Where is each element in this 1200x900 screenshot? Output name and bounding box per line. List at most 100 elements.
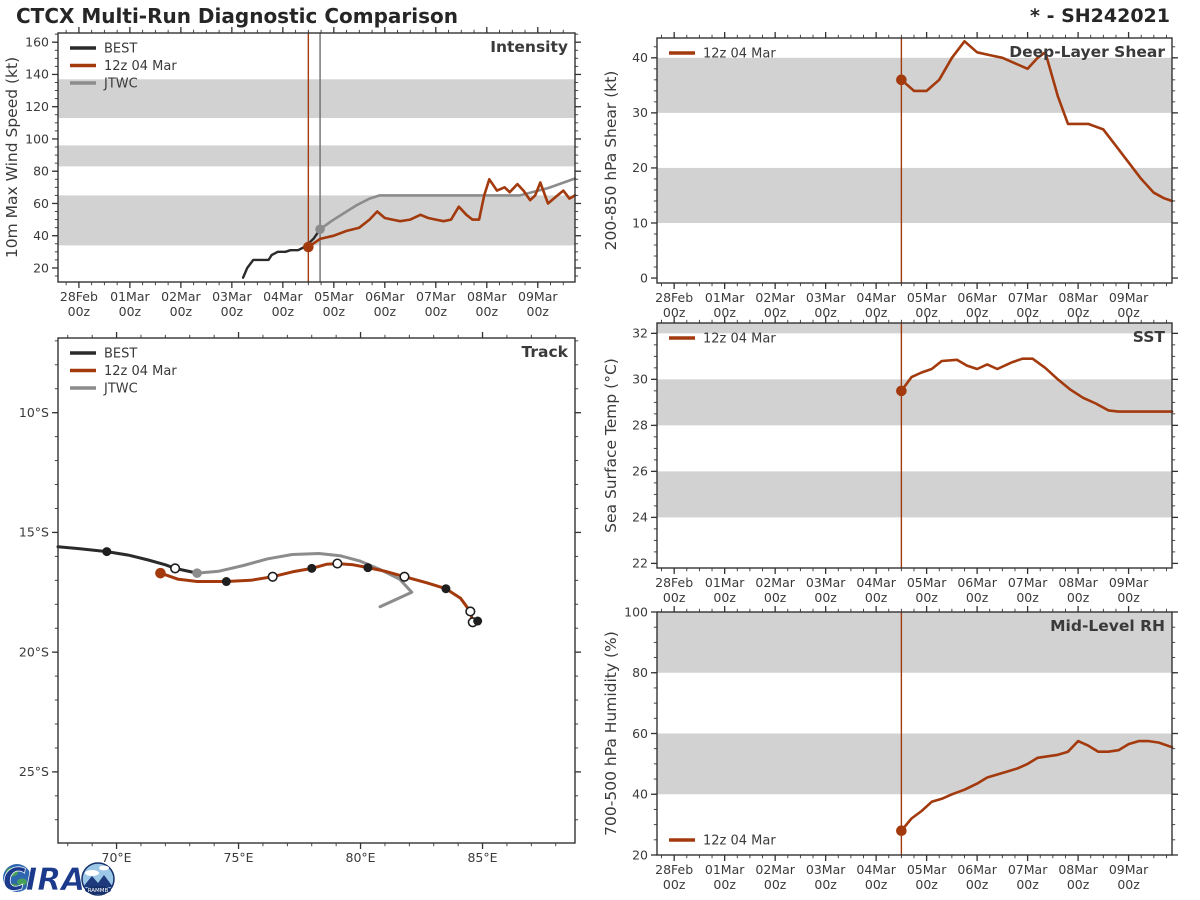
track-legend-label: 12z 04 Mar: [104, 364, 177, 379]
rh-panel: 28Feb00z01Mar00z02Mar00z03Mar00z04Mar00z…: [602, 604, 1178, 892]
rh-ytick-label: 40: [632, 787, 648, 802]
track-xtick-label: 85°E: [467, 850, 497, 865]
sst-xtick-label: 28Feb: [655, 575, 693, 590]
intensity-band: [58, 195, 575, 246]
intensity-marker-model: [303, 241, 314, 253]
sst-xtick-label: 03Mar: [806, 575, 846, 590]
intensity-xtick-label: 08Mar: [467, 289, 507, 304]
intensity-xtick-sublabel: 00z: [527, 304, 550, 319]
shear-ytick-label: 40: [632, 50, 648, 65]
rammb-badge-icon: RAMMB: [81, 862, 115, 896]
intensity-xtick-sublabel: 00z: [374, 304, 397, 319]
track-marker-open: [399, 571, 410, 582]
sst-band: [657, 471, 1172, 518]
rh-xtick-sublabel: 00z: [966, 877, 989, 892]
intensity-legend-label: JTWC: [103, 77, 138, 92]
intensity-panel: 28Feb00z01Mar00z02Mar00z03Mar00z04Mar00z…: [3, 27, 581, 319]
shear-xtick-sublabel: 00z: [1117, 305, 1140, 320]
sst-xtick-sublabel: 00z: [663, 590, 686, 605]
intensity-xtick-label: 02Mar: [161, 289, 201, 304]
shear-marker-model: [896, 74, 907, 86]
intensity-xtick-label: 03Mar: [212, 289, 252, 304]
page-title: CTCX Multi-Run Diagnostic Comparison: [16, 4, 458, 28]
sst-xtick-label: 09Mar: [1109, 575, 1149, 590]
track-series-jtwc: [195, 552, 414, 609]
track-marker-filled: [307, 563, 317, 573]
rh-xtick-label: 01Mar: [705, 862, 745, 877]
sst-xtick-sublabel: 00z: [814, 590, 837, 605]
shear-xtick-label: 02Mar: [755, 290, 795, 305]
intensity-ytick-label: 80: [33, 164, 49, 179]
track-marker-open: [170, 563, 181, 574]
intensity-xtick-sublabel: 00z: [68, 304, 91, 319]
intensity-axes: 28Feb00z01Mar00z02Mar00z03Mar00z04Mar00z…: [25, 27, 581, 319]
sst-xtick-label: 01Mar: [705, 575, 745, 590]
rh-xtick-sublabel: 00z: [1117, 877, 1140, 892]
rh-xtick-label: 03Mar: [806, 862, 846, 877]
intensity-xtick-label: 09Mar: [518, 289, 558, 304]
intensity-xtick-sublabel: 00z: [221, 304, 244, 319]
sst-xtick-sublabel: 00z: [966, 590, 989, 605]
rh-xtick-sublabel: 00z: [764, 877, 787, 892]
shear-ylabel: 200-850 hPa Shear (kt): [602, 71, 620, 251]
cira-globe-icon: [3, 864, 31, 892]
rh-ytick-label: 100: [624, 604, 648, 619]
shear-series-12z-04-mar: [900, 39, 1174, 203]
intensity-ylabel: 10m Max Wind Speed (kt): [3, 57, 21, 258]
sst-band: [657, 323, 1172, 334]
sst-legend-label: 12z 04 Mar: [703, 332, 776, 347]
rh-xtick-label: 04Mar: [856, 862, 896, 877]
sst-ytick-label: 22: [632, 556, 648, 571]
sst-ytick-label: 24: [632, 510, 648, 525]
shear-xtick-label: 06Mar: [957, 290, 997, 305]
rh-title: Mid-Level RH: [1050, 617, 1165, 635]
intensity-series-12z-04-mar: [306, 178, 577, 249]
track-xtick-label: 80°E: [346, 850, 376, 865]
sst-xtick-label: 04Mar: [856, 575, 896, 590]
intensity-legend-label: BEST: [104, 42, 137, 57]
intensity-frame: [57, 32, 576, 283]
shear-xtick-sublabel: 00z: [764, 305, 787, 320]
rh-xtick-sublabel: 00z: [1067, 877, 1090, 892]
sst-xtick-sublabel: 00z: [1016, 590, 1039, 605]
intensity-ytick-label: 120: [25, 99, 49, 114]
intensity-marker-jtwc: [315, 224, 325, 235]
shear-xtick-sublabel: 00z: [1067, 305, 1090, 320]
sst-ylabel: Sea Surface Temp (°C): [602, 358, 620, 533]
shear-ytick-label: 30: [632, 105, 648, 120]
shear-xtick-sublabel: 00z: [1016, 305, 1039, 320]
intensity-ytick-label: 160: [25, 34, 49, 49]
shear-xtick-label: 01Mar: [705, 290, 745, 305]
rh-series-12z-04-mar: [900, 739, 1174, 833]
rh-xtick-sublabel: 00z: [865, 877, 888, 892]
shear-xtick-label: 07Mar: [1008, 290, 1048, 305]
intensity-xtick-label: 04Mar: [263, 289, 303, 304]
sst-ytick-label: 26: [632, 464, 648, 479]
rh-xtick-label: 09Mar: [1109, 862, 1149, 877]
rh-band: [657, 612, 1172, 673]
shear-xtick-label: 03Mar: [806, 290, 846, 305]
track-marker-filled: [363, 563, 373, 573]
track-axes: 70°E 75°E 80°E 85°E 10°S 15°S 20°S 25°S: [19, 332, 581, 865]
intensity-xtick-sublabel: 00z: [476, 304, 499, 319]
intensity-band: [58, 79, 575, 118]
shear-xtick-label: 04Mar: [856, 290, 896, 305]
shear-legend-label: 12z 04 Mar: [703, 47, 776, 62]
rh-xtick-label: 05Mar: [907, 862, 947, 877]
sst-xtick-sublabel: 00z: [764, 590, 787, 605]
track-marker-filled: [441, 584, 451, 594]
sst-panel: 28Feb00z01Mar00z02Mar00z03Mar00z04Mar00z…: [602, 317, 1178, 605]
shear-band: [657, 167, 1172, 223]
rh-xtick-label: 08Mar: [1058, 862, 1098, 877]
sst-xtick-label: 05Mar: [907, 575, 947, 590]
storm-id: * - SH242021: [1030, 5, 1170, 27]
intensity-xtick-label: 07Mar: [416, 289, 456, 304]
rh-ytick-label: 80: [632, 665, 648, 680]
sst-title: SST: [1133, 328, 1166, 346]
track-marker-jtwc: [192, 568, 202, 578]
intensity-xtick-label: 05Mar: [314, 289, 354, 304]
shear-xtick-label: 08Mar: [1058, 290, 1098, 305]
sst-xtick-label: 02Mar: [755, 575, 795, 590]
track-ytick-label: 15°S: [19, 525, 49, 540]
